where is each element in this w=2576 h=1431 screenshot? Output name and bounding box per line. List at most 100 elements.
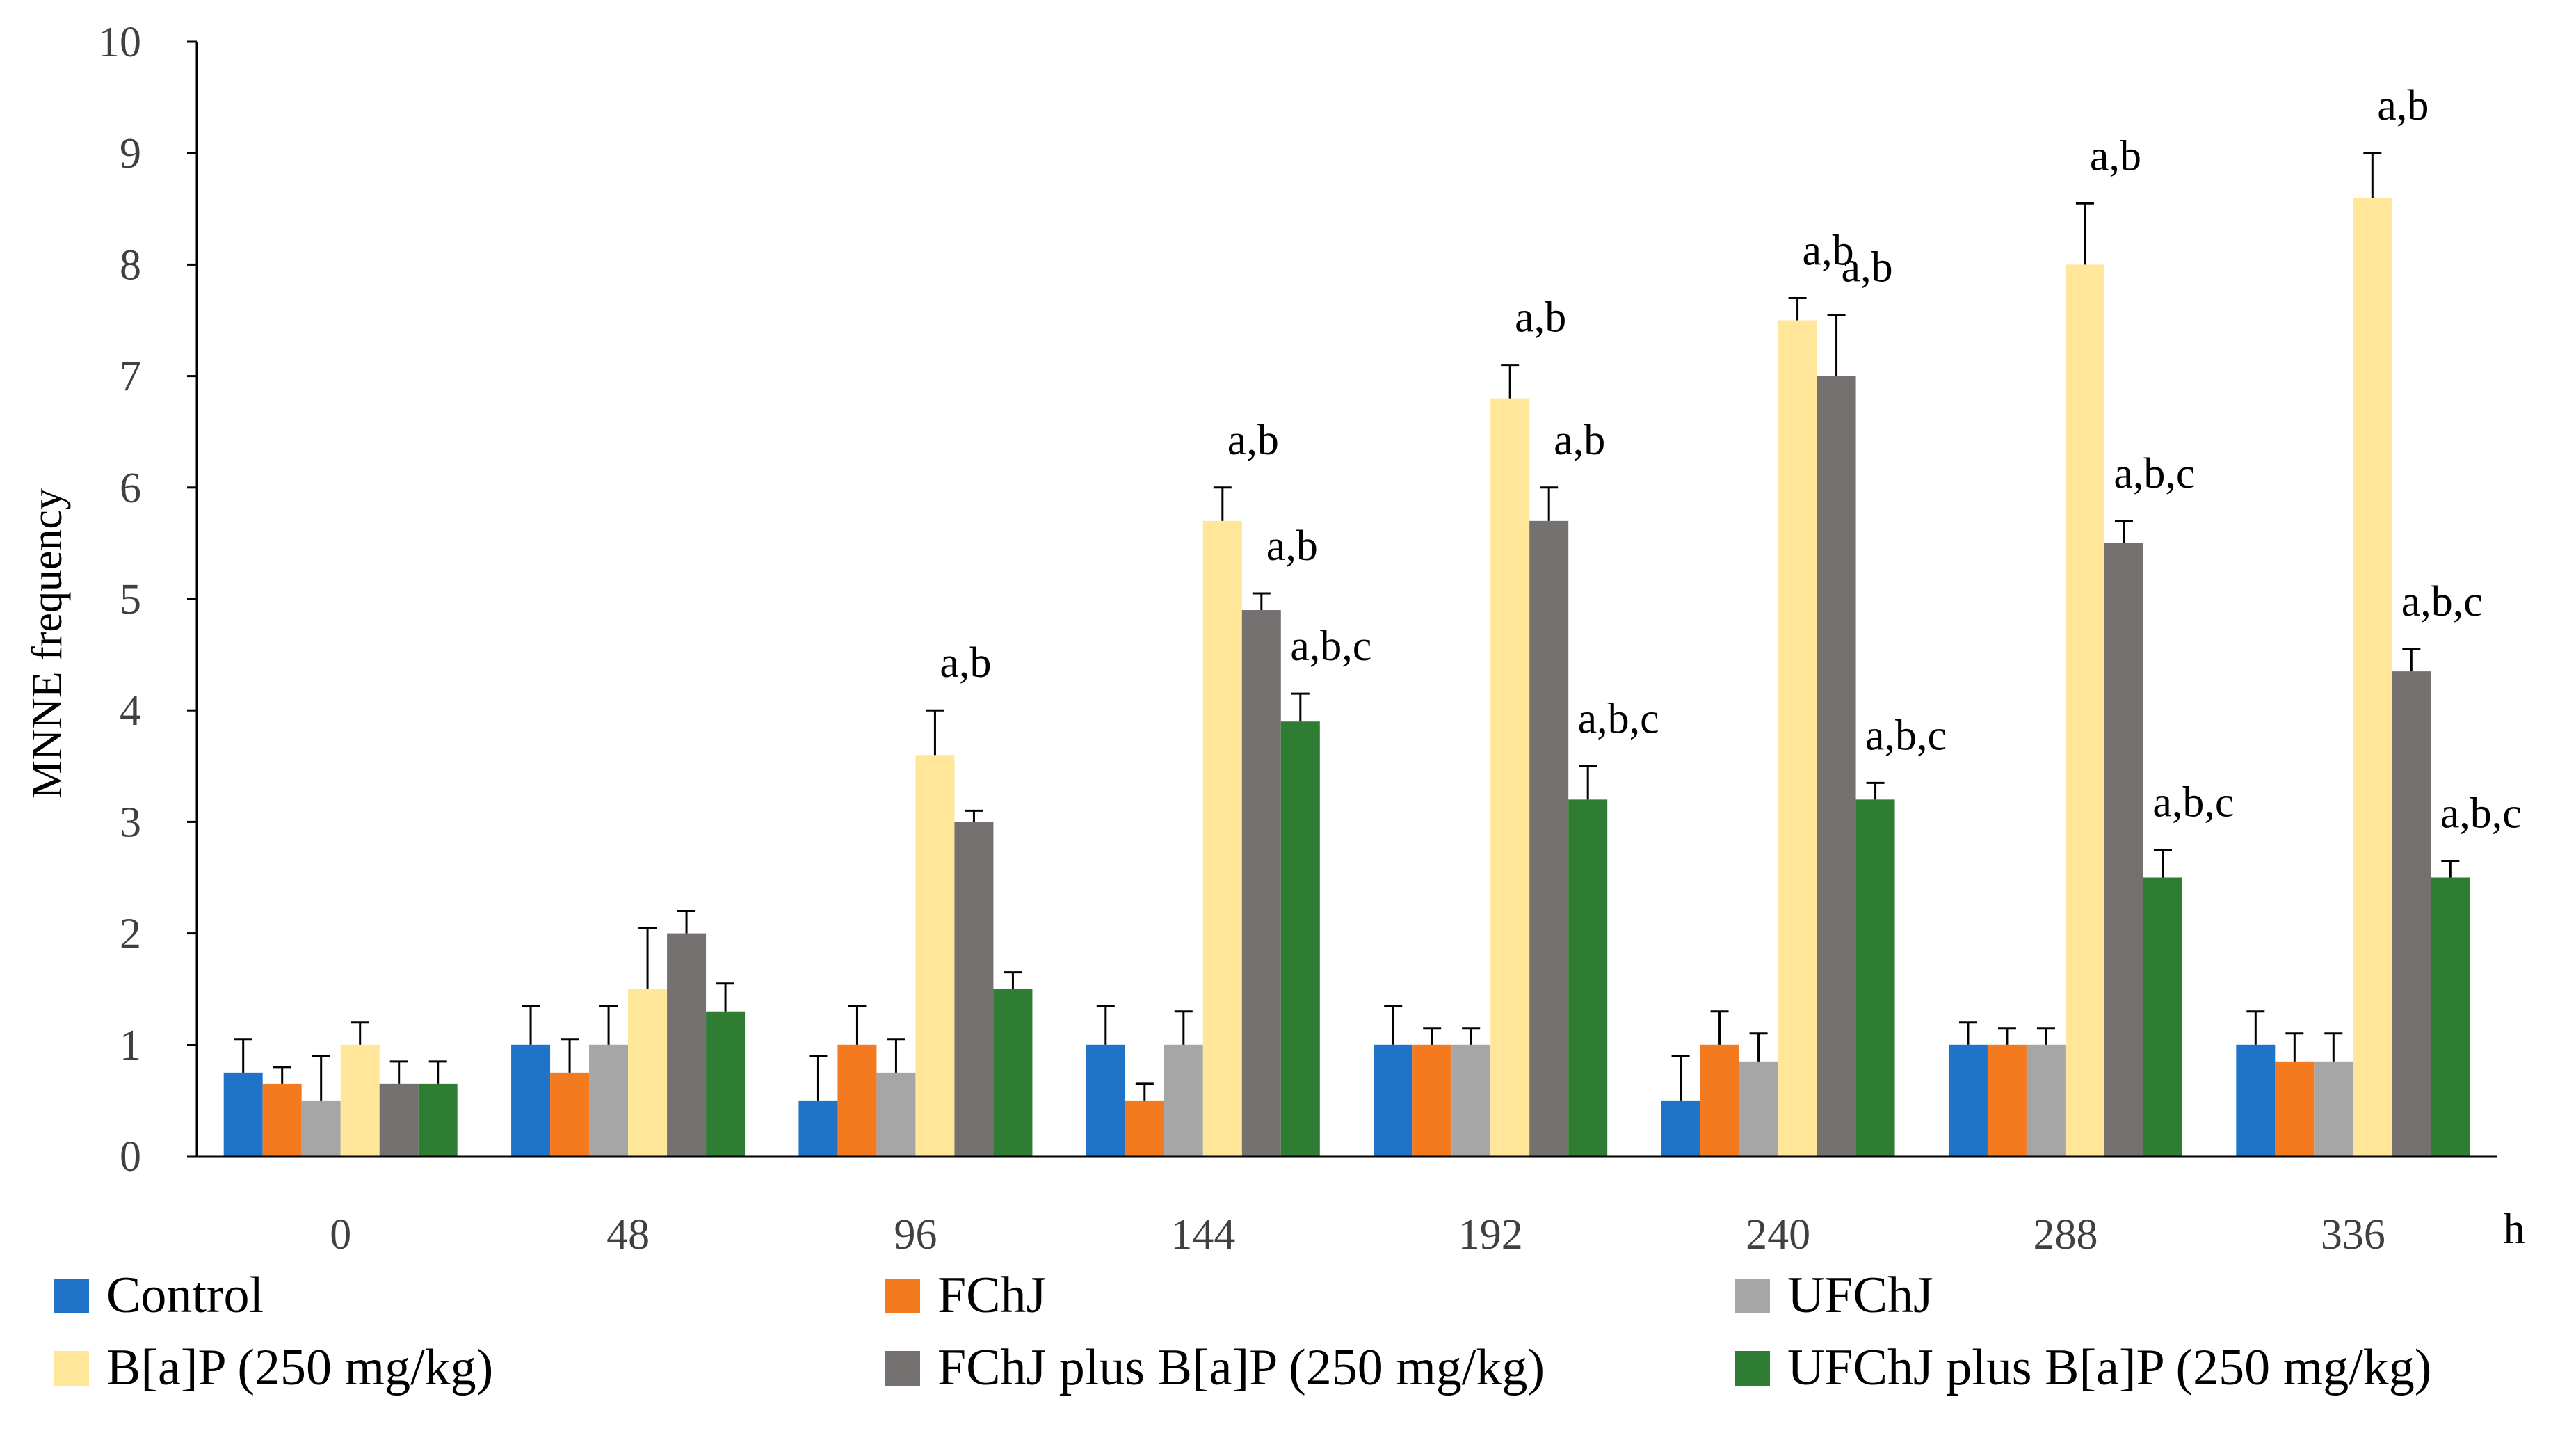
bar [589, 1044, 629, 1156]
x-tick-label: 240 [1746, 1211, 1810, 1258]
bar [1817, 376, 1856, 1156]
legend-swatch [885, 1351, 920, 1386]
significance-label: a,b,c [2401, 578, 2483, 625]
y-axis: 0 1 2 3 4 5 6 7 8 9 10 [98, 19, 198, 1181]
bar [1241, 610, 1281, 1156]
significance-label: a,b,c [2152, 778, 2234, 826]
legend-swatch [1735, 1279, 1770, 1313]
bar [550, 1072, 590, 1156]
legend-label: UFChJ plus B[a]P (250 mg/kg) [1787, 1339, 2431, 1396]
bar [511, 1044, 551, 1156]
significance-label: a,b,c [2440, 790, 2522, 837]
bar [706, 1011, 746, 1156]
bar [340, 1044, 380, 1156]
bar [2314, 1061, 2353, 1156]
bar [993, 989, 1033, 1156]
bar [301, 1100, 341, 1156]
bar [2104, 543, 2143, 1156]
bar [2392, 671, 2431, 1156]
bar [1374, 1044, 1413, 1156]
bar [1987, 1044, 2027, 1156]
bar [223, 1072, 263, 1156]
bar [1739, 1061, 1778, 1156]
bar [2236, 1044, 2276, 1156]
bar [2065, 264, 2104, 1156]
legend-label: FChJ [937, 1267, 1046, 1324]
bar [1661, 1100, 1700, 1156]
legend-swatch [1735, 1351, 1770, 1386]
significance-label: a,b [1842, 243, 1893, 291]
y-tick-label: 1 [120, 1022, 141, 1069]
significance-label: a,b [1803, 227, 1854, 274]
bar [2353, 198, 2392, 1156]
bar [1451, 1044, 1491, 1156]
legend-swatch [54, 1279, 89, 1313]
legend: Control FChJ UFChJ B[a]P (250 mg/kg) FChJ pl… [54, 1267, 2431, 1396]
bar [1855, 799, 1895, 1156]
significance-label: a,b [940, 639, 991, 687]
y-tick-label: 2 [120, 911, 141, 958]
significance-label: a,b [1266, 522, 1318, 570]
legend-label: FChJ plus B[a]P (250 mg/kg) [937, 1339, 1545, 1396]
bar [798, 1100, 838, 1156]
bar [1202, 520, 1242, 1156]
bar [1280, 721, 1320, 1156]
x-axis-unit: h [2504, 1206, 2525, 1253]
y-tick-label: 6 [120, 465, 141, 512]
y-axis-label: MNNE frequency [24, 488, 71, 799]
legend-label: UFChJ [1787, 1267, 1933, 1324]
x-tick-label: 144 [1170, 1211, 1235, 1258]
bar [915, 755, 955, 1156]
bar [1700, 1044, 1739, 1156]
significance-label: a,b [1227, 417, 1279, 464]
bar [1125, 1100, 1164, 1156]
bar [954, 822, 994, 1156]
x-tick-label: 288 [2033, 1211, 2098, 1258]
significance-label: a,b,c [1865, 712, 1947, 759]
bar [1490, 398, 1530, 1156]
significance-label: a,b [1554, 417, 1605, 464]
y-tick-label: 5 [120, 576, 141, 623]
legend-label: Control [106, 1267, 264, 1324]
y-tick-label: 3 [120, 799, 141, 846]
y-tick-label: 8 [120, 241, 141, 289]
legend-label: B[a]P (250 mg/kg) [106, 1339, 493, 1396]
bar [262, 1083, 302, 1156]
x-axis: 0 48 96 144 192 240 288 336 [197, 1155, 2497, 1258]
legend-swatch [885, 1279, 920, 1313]
plot-area: a,ba,ba,ba,b,ca,ba,ba,b,ca,ba,ba,b,ca,ba… [223, 82, 2522, 1156]
significance-label: a,b,c [1578, 695, 1659, 742]
bar [1412, 1044, 1452, 1156]
bar [1164, 1044, 1203, 1156]
y-tick-label: 9 [120, 130, 141, 177]
bar [1529, 520, 1569, 1156]
y-tick-label: 0 [120, 1133, 141, 1181]
bar [1568, 799, 1608, 1156]
bar [1778, 320, 1817, 1156]
x-tick-label: 0 [330, 1211, 351, 1258]
bar [2275, 1061, 2315, 1156]
bar [837, 1044, 877, 1156]
significance-label: a,b [2377, 82, 2429, 129]
x-tick-label: 336 [2321, 1211, 2385, 1258]
legend-swatch [54, 1351, 89, 1386]
significance-label: a,b,c [2114, 450, 2195, 497]
x-tick-label: 48 [606, 1211, 650, 1258]
bar [379, 1083, 419, 1156]
bar [1948, 1044, 1988, 1156]
significance-label: a,b,c [1290, 623, 1371, 670]
significance-label: a,b [2090, 132, 2141, 179]
bar [2431, 877, 2470, 1156]
y-tick-label: 7 [120, 353, 141, 401]
x-tick-label: 96 [894, 1211, 937, 1258]
x-tick-label: 192 [1458, 1211, 1523, 1258]
y-tick-label: 10 [98, 19, 141, 66]
bar [2026, 1044, 2066, 1156]
bar [876, 1072, 916, 1156]
bar [2143, 877, 2182, 1156]
bar [667, 933, 707, 1156]
bar [628, 989, 668, 1156]
significance-label: a,b [1515, 294, 1566, 342]
y-tick-label: 4 [120, 687, 141, 735]
